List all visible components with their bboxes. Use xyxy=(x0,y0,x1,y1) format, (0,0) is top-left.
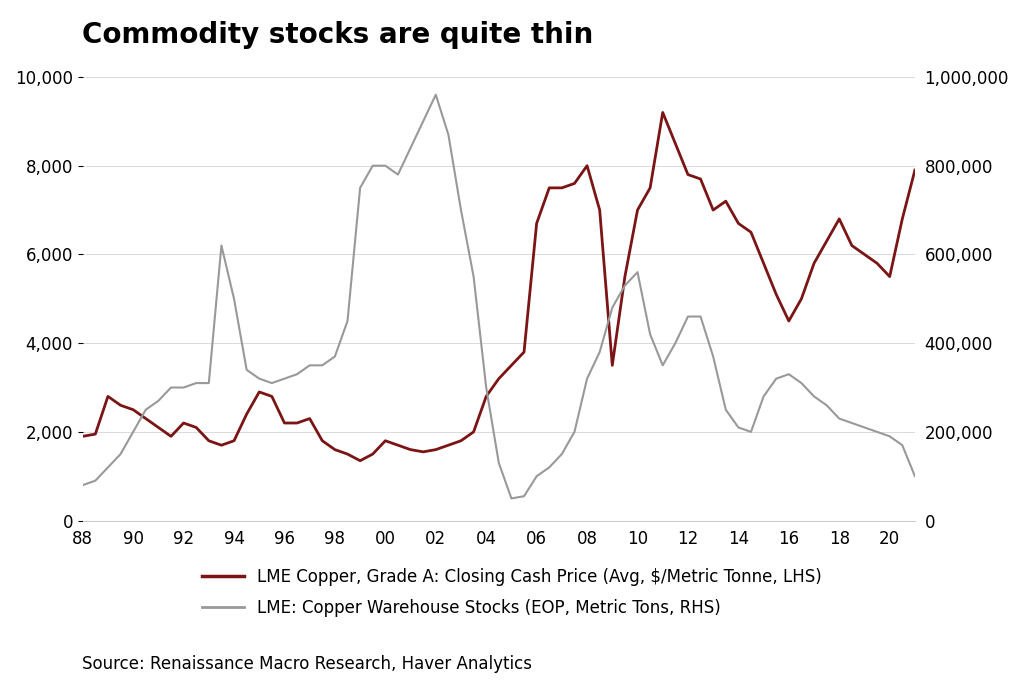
Legend: LME Copper, Grade A: Closing Cash Price (Avg, $/Metric Tonne, LHS), LME: Copper : LME Copper, Grade A: Closing Cash Price … xyxy=(196,561,828,624)
Text: Source: Renaissance Macro Research, Haver Analytics: Source: Renaissance Macro Research, Have… xyxy=(82,655,531,673)
Text: Commodity stocks are quite thin: Commodity stocks are quite thin xyxy=(82,21,593,49)
